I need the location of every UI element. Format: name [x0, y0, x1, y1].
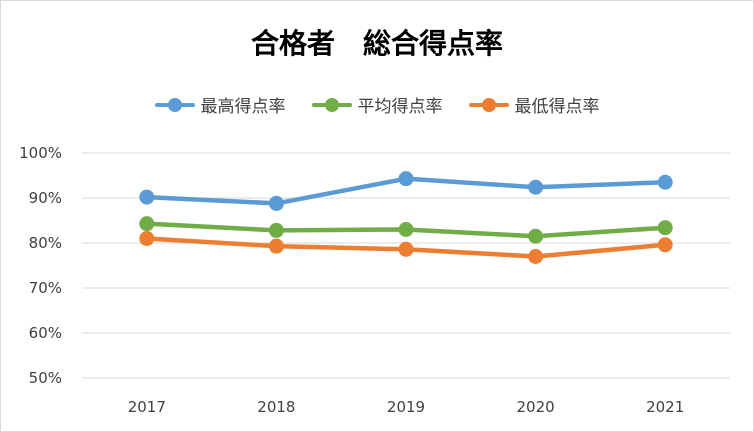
y-tick-label: 90%	[29, 189, 62, 207]
y-tick-label: 100%	[19, 144, 62, 162]
legend-marker-max	[154, 97, 195, 112]
data-point	[528, 179, 544, 195]
x-tick-label: 2018	[257, 398, 295, 416]
y-tick-label: 70%	[29, 279, 62, 297]
legend-label-avg: 平均得点率	[357, 97, 443, 117]
chart-legend: 最高得点率 平均得点率 最低得点率	[0, 92, 754, 117]
legend-item-min: 最低得点率	[468, 92, 600, 117]
y-tick-label: 60%	[29, 324, 62, 342]
data-point	[528, 249, 544, 264]
x-tick-label: 2021	[646, 398, 684, 416]
data-point	[398, 171, 414, 187]
data-point	[398, 222, 414, 237]
chart-title: 合格者 総合得点率	[250, 27, 503, 60]
data-point	[657, 237, 673, 253]
data-point	[528, 228, 544, 244]
data-point	[268, 222, 284, 238]
legend-item-max: 最高得点率	[154, 92, 286, 117]
data-point	[139, 189, 155, 205]
legend-marker-min	[468, 97, 509, 112]
data-point	[268, 238, 284, 254]
x-tick-label: 2017	[128, 398, 166, 416]
y-tick-label: 50%	[29, 369, 62, 387]
data-point	[139, 216, 155, 232]
data-point	[657, 220, 673, 236]
data-point	[268, 195, 284, 211]
data-point	[139, 231, 155, 246]
y-tick-label: 80%	[29, 234, 62, 252]
x-tick-label: 2020	[517, 398, 555, 416]
legend-label-min: 最低得点率	[514, 97, 600, 117]
legend-item-avg: 平均得点率	[311, 92, 443, 117]
legend-marker-avg	[311, 97, 352, 112]
data-point	[657, 174, 673, 190]
legend-label-max: 最高得点率	[200, 97, 286, 117]
data-point	[398, 241, 414, 257]
x-tick-label: 2019	[387, 398, 425, 416]
